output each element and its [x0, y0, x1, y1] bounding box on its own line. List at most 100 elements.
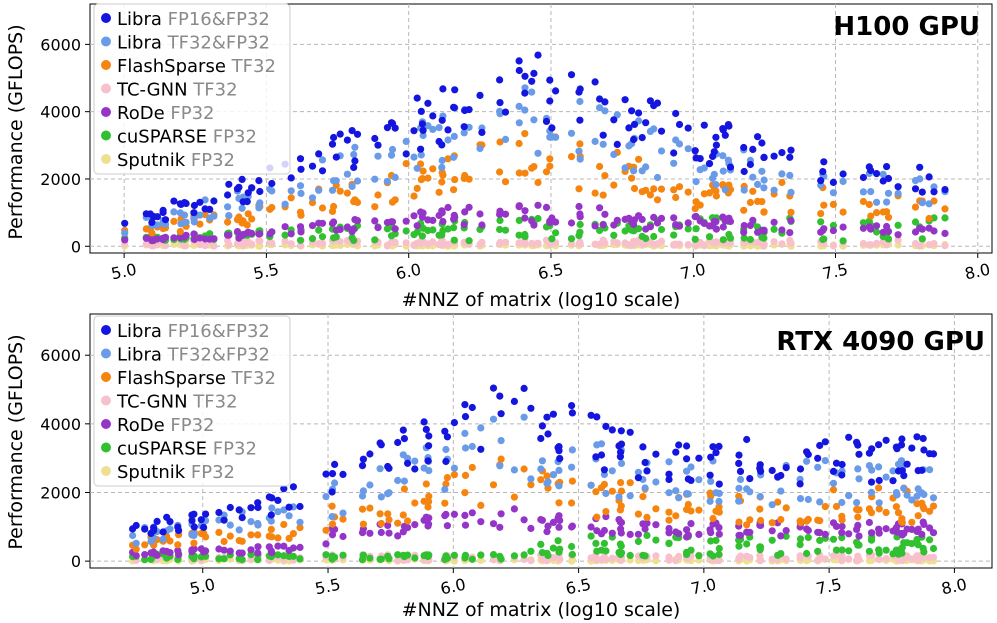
point-flash — [650, 185, 658, 193]
point-tcgnn — [920, 554, 928, 562]
point-libra16 — [297, 165, 305, 173]
point-libra32 — [855, 475, 863, 483]
point-rode — [646, 223, 655, 231]
point-flash — [695, 506, 703, 514]
point-libra16 — [665, 475, 673, 484]
point-cusparse — [691, 235, 699, 243]
point-tcgnn — [916, 242, 924, 250]
point-libra32 — [450, 132, 458, 140]
point-libra32 — [159, 535, 167, 543]
point-tcgnn — [438, 236, 446, 244]
point-tcgnn — [388, 237, 397, 245]
point-libra32 — [510, 466, 518, 474]
point-cusparse — [657, 225, 666, 234]
point-flash — [461, 471, 470, 479]
point-libra32 — [371, 175, 379, 183]
point-flash — [296, 524, 304, 532]
point-flash — [542, 168, 551, 176]
point-libra32 — [867, 488, 876, 496]
point-flash — [501, 178, 510, 186]
point-libra32 — [926, 466, 934, 474]
point-libra16 — [161, 216, 170, 224]
point-libra32 — [388, 145, 397, 154]
point-cusparse — [318, 233, 327, 241]
legend-label: FlashSparse TF32 — [117, 56, 276, 77]
point-libra16 — [238, 514, 246, 522]
point-flash — [318, 204, 327, 212]
x-tick-label: 6.0 — [394, 260, 423, 284]
point-libra16 — [318, 167, 327, 175]
point-libra16 — [925, 173, 933, 181]
point-cusparse — [712, 536, 720, 545]
point-libra16 — [919, 434, 927, 443]
point-libra32 — [625, 142, 633, 150]
point-libra16 — [543, 413, 551, 421]
point-tcgnn — [296, 242, 305, 250]
point-libra32 — [515, 119, 523, 127]
chart-panel-h100: 5.0 5.5 6.0 6.5 7.0 7.5 8.0 0 2000 4000 6000 #NNZ… — [5, 3, 993, 311]
point-cusparse — [845, 547, 853, 555]
point-libra32 — [402, 137, 410, 145]
point-rode — [489, 520, 498, 528]
point-libra32 — [461, 429, 469, 437]
point-flash — [170, 217, 178, 225]
point-cusparse — [814, 547, 822, 555]
point-libra32 — [641, 484, 649, 492]
point-rode — [297, 228, 305, 236]
point-tcgnn — [576, 238, 584, 246]
x-tick-label: 7.0 — [689, 575, 718, 599]
point-libra32 — [652, 478, 660, 486]
point-libra32 — [225, 212, 233, 220]
point-libra16 — [147, 529, 155, 538]
point-tcgnn — [926, 554, 934, 562]
point-tcgnn — [587, 554, 595, 562]
point-tcgnn — [875, 555, 883, 563]
point-cusparse — [163, 554, 171, 562]
point-rode — [652, 521, 660, 529]
point-libra16 — [787, 146, 795, 154]
point-libra32 — [410, 153, 418, 161]
point-flash — [832, 502, 841, 511]
point-flash — [404, 517, 412, 525]
point-libra16 — [683, 455, 691, 463]
point-libra16 — [351, 157, 359, 165]
point-libra16 — [224, 191, 232, 199]
point-libra16 — [630, 135, 638, 144]
point-libra32 — [821, 457, 829, 465]
point-libra32 — [308, 194, 317, 202]
point-rode — [443, 522, 451, 530]
point-flash — [285, 534, 293, 543]
point-rode — [142, 234, 150, 242]
point-flash — [865, 200, 873, 209]
point-rode — [174, 547, 182, 555]
point-rode — [226, 547, 234, 555]
point-tcgnn — [608, 554, 616, 562]
point-rode — [468, 509, 476, 517]
point-libra16 — [838, 460, 846, 469]
point-cusparse — [817, 218, 825, 226]
point-libra32 — [328, 186, 337, 194]
point-rode — [534, 201, 542, 209]
point-libra32 — [859, 188, 868, 196]
point-libra32 — [546, 133, 554, 141]
point-flash — [328, 520, 337, 528]
point-cusparse — [496, 225, 504, 234]
point-rode — [608, 529, 616, 537]
point-libra32 — [280, 506, 288, 514]
point-cusparse — [332, 233, 340, 241]
point-libra16 — [424, 457, 432, 465]
point-rode — [777, 532, 785, 540]
point-flash — [814, 516, 822, 524]
point-libra32 — [417, 151, 425, 159]
point-libra16 — [672, 448, 680, 456]
point-rode — [371, 217, 379, 225]
x-tick-label: 5.0 — [109, 260, 138, 284]
point-cusparse — [610, 231, 618, 239]
legend-marker — [101, 36, 111, 47]
x-tick-label: 6.5 — [564, 575, 593, 599]
point-flash — [568, 477, 577, 485]
legend-series-precision: FP32 — [213, 439, 257, 460]
point-rode — [542, 203, 551, 211]
point-tcgnn — [287, 240, 295, 248]
point-cusparse — [894, 221, 902, 229]
